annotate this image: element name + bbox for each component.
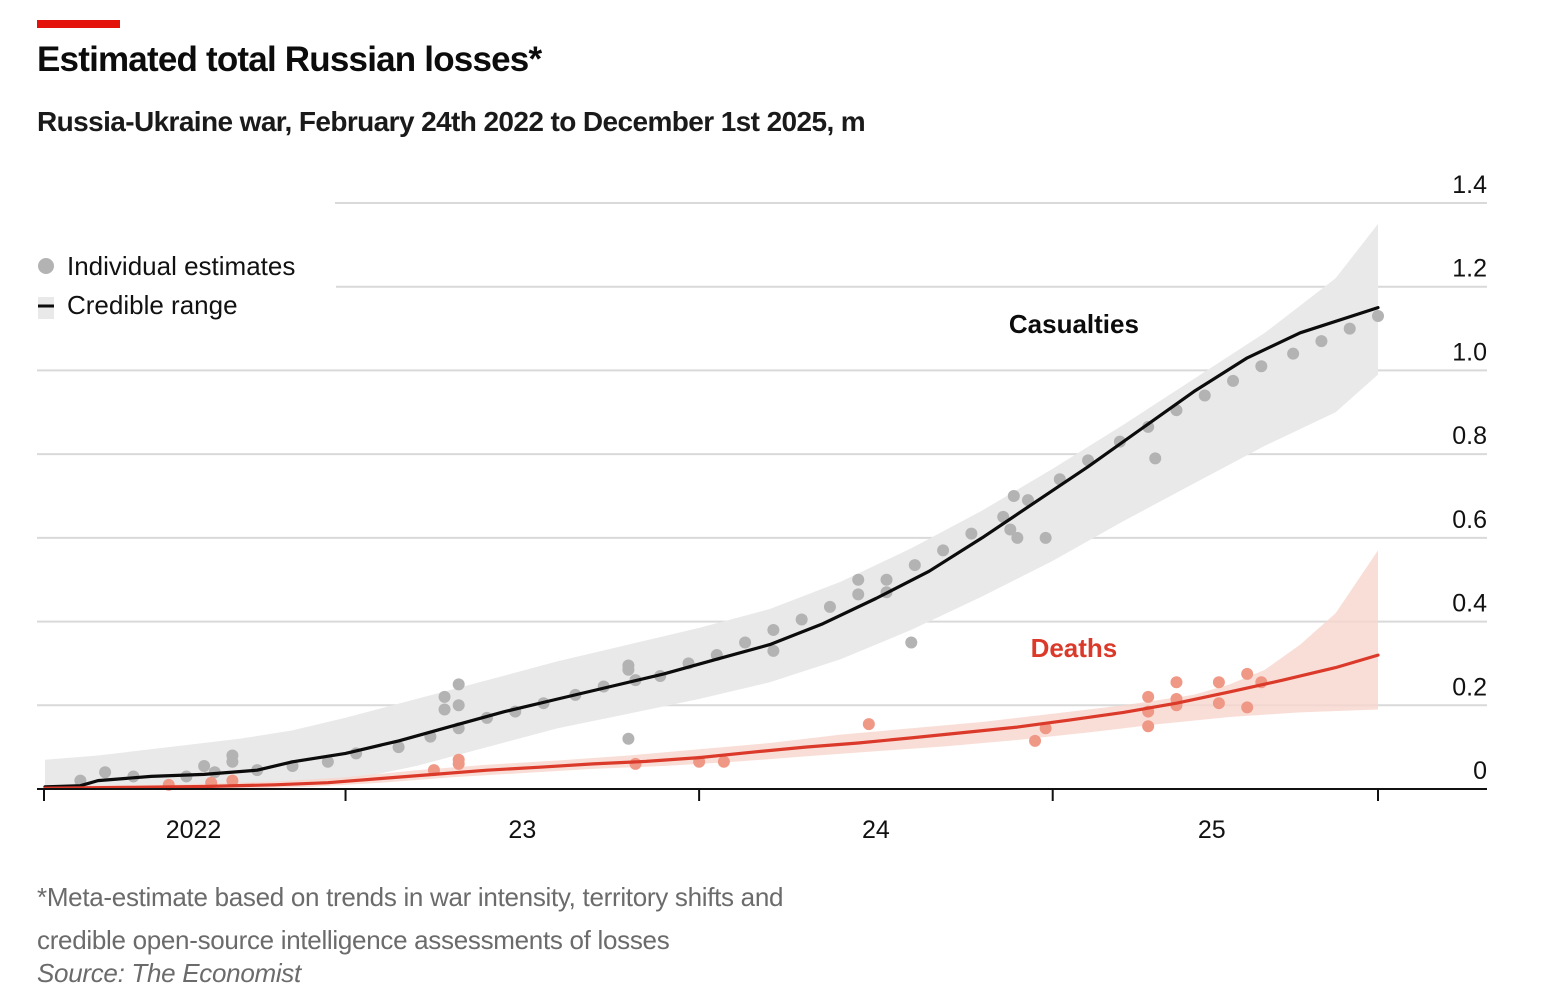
estimate-dot-casualties <box>905 636 918 649</box>
estimate-dot-casualties <box>937 544 950 557</box>
estimate-dot-casualties <box>1372 310 1384 323</box>
estimate-dot-casualties <box>908 559 921 572</box>
accent-bar <box>37 20 120 28</box>
estimate-dot-casualties <box>767 644 780 657</box>
estimate-dot-casualties <box>452 699 465 712</box>
estimate-dot-deaths <box>452 757 465 770</box>
median-lines <box>43 306 1380 790</box>
estimate-dot-casualties <box>1287 347 1300 360</box>
x-tick-label: 25 <box>1198 816 1226 844</box>
estimate-dot-casualties <box>823 600 836 613</box>
estimate-dot-casualties <box>1142 420 1155 433</box>
axes: 0 0.2 0.4 0.6 0.8 1.0 1.2 1.4 2022 23 24 25 <box>37 171 1487 844</box>
estimate-dot-deaths <box>226 774 239 787</box>
estimate-dot-deaths <box>1039 722 1052 735</box>
estimate-dot-casualties <box>965 527 978 540</box>
y-tick-label: 1.0 <box>1452 338 1487 366</box>
y-tick-label: 1.4 <box>1452 171 1487 199</box>
estimate-dot-deaths <box>1142 690 1155 703</box>
estimate-dot-deaths <box>862 718 875 731</box>
estimate-dot-casualties <box>226 749 239 762</box>
legend-credible-range: Credible range <box>67 290 238 320</box>
legend-background <box>36 244 336 294</box>
estimate-dot-casualties <box>1004 523 1017 536</box>
series-label-deaths: Deaths <box>1031 633 1118 663</box>
legend-dot-marker <box>38 258 54 274</box>
estimate-dot-casualties <box>438 690 451 703</box>
y-tick-label: 0.8 <box>1452 422 1487 450</box>
estimate-dot-casualties <box>622 732 635 745</box>
chart-subtitle: Russia-Ukraine war, February 24th 2022 t… <box>37 106 866 137</box>
band-casualties <box>45 223 1378 789</box>
y-tick-label: 0.4 <box>1452 590 1487 618</box>
x-tick-label: 2022 <box>166 816 222 844</box>
estimate-dot-deaths <box>717 755 730 768</box>
estimate-dot-deaths <box>1029 734 1042 747</box>
y-tick-label: 0.6 <box>1452 506 1487 534</box>
estimate-dot-casualties <box>1007 490 1020 502</box>
estimate-dot-casualties <box>198 759 211 772</box>
estimate-dot-casualties <box>767 623 780 636</box>
estimate-dot-casualties <box>1198 389 1211 402</box>
estimate-dot-casualties <box>452 678 465 691</box>
estimate-dot-casualties <box>1039 531 1052 544</box>
series-label-casualties: Casualties <box>1009 309 1139 339</box>
estimate-dot-casualties <box>321 755 334 768</box>
estimate-dot-casualties <box>1315 335 1328 348</box>
x-tick-label: 23 <box>508 816 536 844</box>
legend: Individual estimates Credible range <box>36 244 336 320</box>
estimate-dot-casualties <box>392 741 405 754</box>
estimate-dot-casualties <box>1227 374 1240 387</box>
chart-title: Estimated total Russian losses* <box>37 40 542 79</box>
estimate-dot-casualties <box>739 636 752 649</box>
estimate-dot-casualties <box>99 766 112 779</box>
series-labels: Casualties Deaths <box>1009 309 1139 663</box>
estimate-dot-casualties <box>795 613 808 626</box>
estimate-dot-deaths <box>1241 701 1254 714</box>
footnote: *Meta-estimate based on trends in war in… <box>37 882 784 955</box>
estimate-dot-casualties <box>1343 322 1356 335</box>
y-tick-label: 1.2 <box>1452 255 1487 283</box>
estimate-dot-casualties <box>438 703 451 716</box>
line-deaths <box>43 653 1380 790</box>
legend-individual-estimates: Individual estimates <box>67 251 295 281</box>
estimate-dot-deaths <box>629 757 642 770</box>
y-tick-label: 0 <box>1473 757 1487 785</box>
estimate-dot-casualties <box>880 573 893 586</box>
source-note: Source: The Economist <box>37 958 301 988</box>
estimate-dot-casualties <box>622 663 635 676</box>
estimate-dot-deaths <box>1241 667 1254 680</box>
x-tick-label: 24 <box>862 816 890 844</box>
estimate-dot-casualties <box>852 588 865 601</box>
estimate-dot-deaths <box>1212 676 1225 689</box>
estimate-dot-casualties <box>1255 360 1268 373</box>
estimate-dot-deaths <box>1170 676 1183 689</box>
estimate-dot-casualties <box>1011 531 1024 544</box>
estimate-dot-casualties <box>1149 452 1162 465</box>
legend-band-marker <box>38 297 54 319</box>
estimate-dot-casualties <box>852 573 865 586</box>
line-casualties <box>43 306 1380 789</box>
estimate-dot-deaths <box>1212 697 1225 710</box>
y-tick-label: 0.2 <box>1452 673 1487 701</box>
estimate-dot-deaths <box>1142 720 1155 733</box>
